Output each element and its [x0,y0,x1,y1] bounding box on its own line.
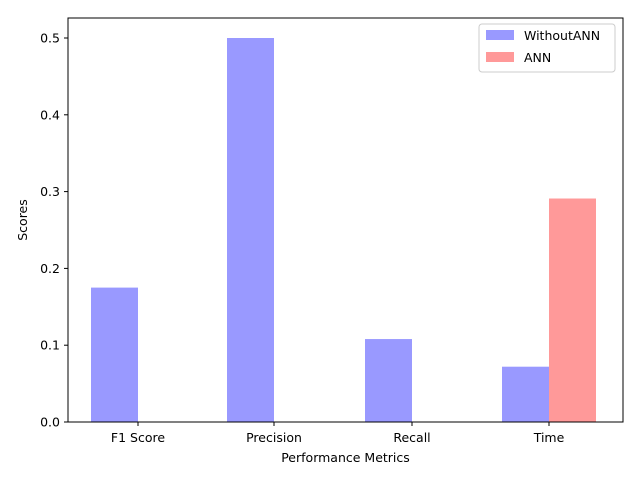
bar-withoutann-recall [365,339,412,422]
plot-frame [67,17,624,423]
y-tick-label: 0.0 [40,415,60,430]
x-tick-label: Time [533,430,565,445]
x-axis-ticks: F1 Score Precision Recall Time [111,422,565,445]
legend-label-withoutann: WithoutANN [524,28,600,43]
y-tick-label: 0.2 [40,261,60,276]
bars-group [91,38,596,422]
legend-swatch-withoutann [486,30,514,40]
y-tick-label: 0.3 [40,184,60,199]
y-tick-label: 0.1 [40,338,60,353]
x-tick-label: Precision [246,430,302,445]
legend-swatch-ann [486,52,514,62]
legend-label-ann: ANN [524,50,551,65]
plot-background [68,18,623,422]
x-axis-label: Performance Metrics [281,450,410,465]
bar-withoutann-precision [227,38,274,422]
bar-withoutann-time [502,366,549,422]
y-axis-label: Scores [15,199,30,241]
legend: WithoutANN ANN [478,23,616,73]
bar-ann-time [549,198,596,422]
y-axis-ticks: 0.0 0.1 0.2 0.3 0.4 0.5 [40,31,68,430]
x-tick-label: Recall [393,430,430,445]
bar-withoutann-f1-score [91,287,138,422]
y-tick-label: 0.5 [40,31,60,46]
y-tick-label: 0.4 [40,107,60,122]
x-tick-label: F1 Score [111,430,165,445]
